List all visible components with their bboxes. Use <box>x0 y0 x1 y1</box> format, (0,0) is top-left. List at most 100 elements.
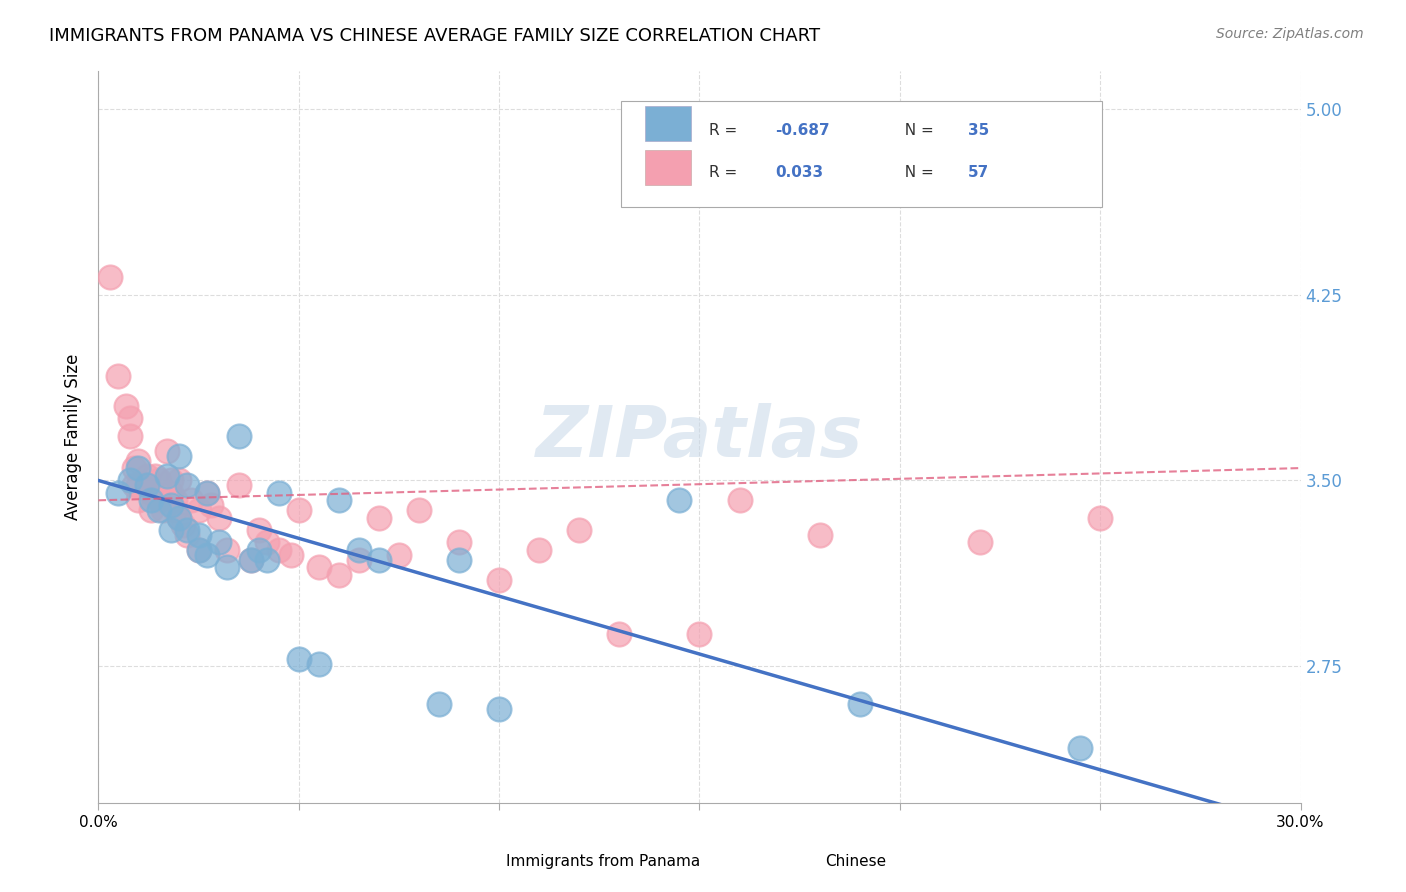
Point <box>427 697 450 711</box>
Text: R =: R = <box>709 165 742 180</box>
Point <box>139 493 162 508</box>
Point <box>135 468 157 483</box>
Point <box>368 553 391 567</box>
Point <box>163 503 186 517</box>
Point <box>187 528 209 542</box>
Text: Chinese: Chinese <box>825 854 886 869</box>
Point <box>120 474 142 488</box>
Text: ZIPatlas: ZIPatlas <box>536 402 863 472</box>
Text: N =: N = <box>896 122 939 137</box>
Point <box>347 553 370 567</box>
Point <box>609 627 631 641</box>
Point <box>328 493 350 508</box>
Point <box>176 523 198 537</box>
Point <box>176 478 198 492</box>
Point <box>1069 741 1091 756</box>
Point <box>228 429 250 443</box>
Text: 35: 35 <box>967 122 988 137</box>
Point <box>256 553 278 567</box>
Point <box>195 486 218 500</box>
Point <box>167 474 190 488</box>
Point <box>288 503 311 517</box>
Point <box>143 468 166 483</box>
Point <box>180 493 202 508</box>
FancyBboxPatch shape <box>645 106 692 141</box>
Point <box>256 535 278 549</box>
Text: 0.033: 0.033 <box>775 165 824 180</box>
Point <box>120 429 142 443</box>
Point <box>239 553 262 567</box>
Point <box>208 510 231 524</box>
Point <box>159 486 181 500</box>
Point <box>447 553 470 567</box>
Point <box>568 523 591 537</box>
Point <box>668 493 690 508</box>
Point <box>155 443 177 458</box>
Point <box>267 486 290 500</box>
Point <box>172 518 194 533</box>
Point <box>167 510 190 524</box>
Point <box>488 701 510 715</box>
Text: Source: ZipAtlas.com: Source: ZipAtlas.com <box>1216 27 1364 41</box>
Point <box>135 478 157 492</box>
Point <box>208 535 231 549</box>
Point <box>167 510 190 524</box>
Text: Immigrants from Panama: Immigrants from Panama <box>506 854 700 869</box>
Point <box>969 535 991 549</box>
Point <box>128 478 150 492</box>
FancyBboxPatch shape <box>645 150 692 185</box>
Point <box>247 542 270 557</box>
Point <box>808 528 831 542</box>
Point <box>128 453 150 467</box>
Point <box>159 498 181 512</box>
Point <box>176 528 198 542</box>
Point <box>139 486 162 500</box>
Point <box>1088 510 1111 524</box>
Point <box>159 523 181 537</box>
Point <box>228 478 250 492</box>
Point <box>155 468 177 483</box>
Point <box>288 652 311 666</box>
Point <box>115 399 138 413</box>
Text: R =: R = <box>709 122 742 137</box>
Point <box>247 523 270 537</box>
FancyBboxPatch shape <box>754 837 783 860</box>
Point <box>308 560 330 574</box>
FancyBboxPatch shape <box>477 837 508 860</box>
Point <box>128 493 150 508</box>
Point <box>215 542 238 557</box>
Point <box>728 493 751 508</box>
Point <box>139 503 162 517</box>
Point <box>124 478 146 492</box>
Point <box>280 548 302 562</box>
Point <box>195 486 218 500</box>
Point <box>167 449 190 463</box>
Point <box>328 567 350 582</box>
Point <box>187 503 209 517</box>
Point <box>388 548 411 562</box>
Point <box>849 697 872 711</box>
Point <box>148 503 170 517</box>
Point <box>347 542 370 557</box>
Point <box>368 510 391 524</box>
Point <box>267 542 290 557</box>
Point <box>200 498 222 512</box>
Point <box>100 270 122 285</box>
Point <box>128 461 150 475</box>
Point <box>488 573 510 587</box>
Point <box>187 542 209 557</box>
Point <box>120 411 142 425</box>
Point <box>529 542 551 557</box>
Y-axis label: Average Family Size: Average Family Size <box>65 354 83 520</box>
Text: IMMIGRANTS FROM PANAMA VS CHINESE AVERAGE FAMILY SIZE CORRELATION CHART: IMMIGRANTS FROM PANAMA VS CHINESE AVERAG… <box>49 27 820 45</box>
Point <box>163 493 186 508</box>
Point <box>124 461 146 475</box>
Point <box>148 493 170 508</box>
Point <box>447 535 470 549</box>
Point <box>195 548 218 562</box>
Text: N =: N = <box>896 165 939 180</box>
Point <box>308 657 330 671</box>
Point <box>408 503 430 517</box>
Point <box>215 560 238 574</box>
Point <box>152 503 174 517</box>
